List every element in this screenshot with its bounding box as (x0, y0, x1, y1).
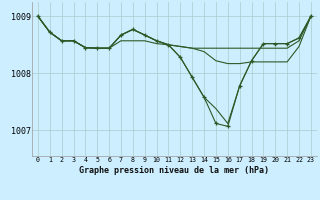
X-axis label: Graphe pression niveau de la mer (hPa): Graphe pression niveau de la mer (hPa) (79, 166, 269, 175)
